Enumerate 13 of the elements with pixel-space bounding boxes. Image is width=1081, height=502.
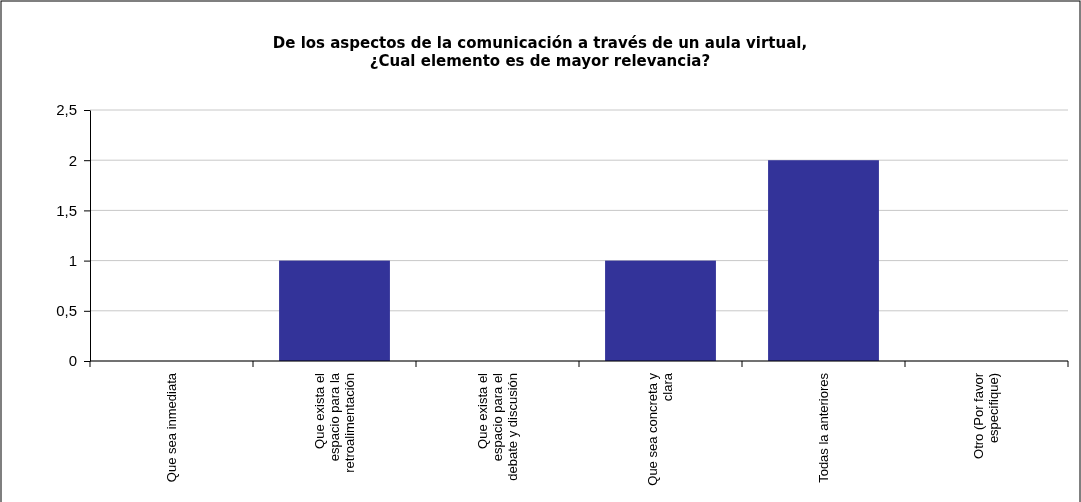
x-tick-label: Todas la anteriores — [815, 372, 831, 483]
y-tick-label: 1,5 — [56, 201, 77, 219]
y-tick-label: 0 — [68, 352, 77, 370]
y-tick-label: 0,5 — [56, 302, 77, 320]
chart-title: De los aspectos de la comunicación a través de un aula virtual, ¿Cual elemento es de mayor relevancia? — [272, 34, 808, 70]
y-tick-label: 2,5 — [56, 101, 77, 119]
x-tick-label: Que exista el espacio para el debate y discusión — [474, 372, 520, 481]
x-tick-label: Que sea concreta y clara — [645, 372, 675, 486]
y-tick-label: 2 — [68, 151, 77, 169]
x-tick-label: Que exista el espacio para la retroalimentación — [311, 372, 357, 473]
y-tick-label: 1 — [68, 251, 77, 269]
x-tick-label: Otro (Por favor especifique) — [971, 372, 1001, 459]
x-tick-label: Que sea inmediata — [163, 372, 179, 483]
